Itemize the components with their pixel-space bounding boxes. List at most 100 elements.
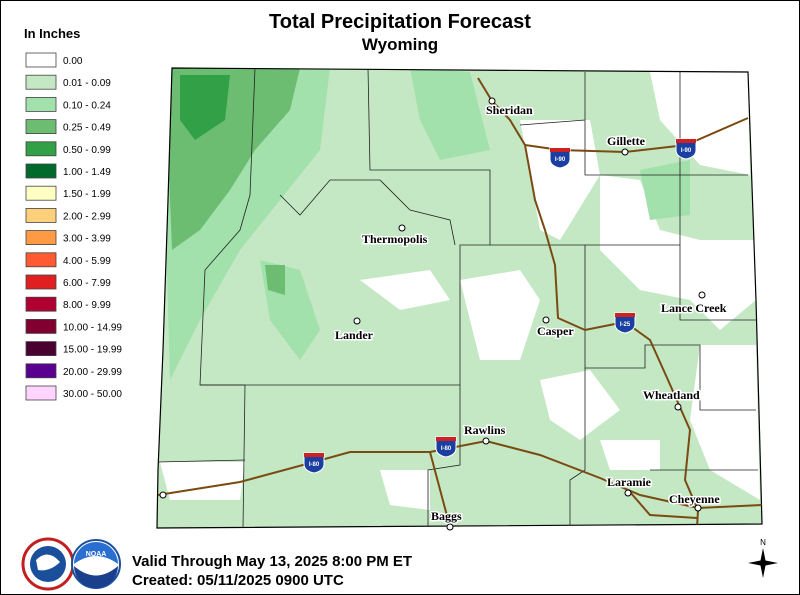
legend-label: 2.00 - 2.99	[63, 211, 111, 222]
precip-area	[540, 370, 620, 440]
legend-label: 0.00	[63, 56, 83, 67]
legend-swatch	[25, 385, 57, 401]
city-dot	[694, 504, 702, 512]
shield-label: I-80	[309, 462, 320, 468]
interstate-shield: I-90	[549, 147, 571, 169]
compass: N	[748, 538, 778, 578]
legend-swatch	[25, 185, 57, 201]
legend-label: 20.00 - 29.99	[63, 367, 122, 378]
interstate-shield: I-80	[435, 436, 457, 458]
legend-swatch	[25, 163, 57, 179]
precip-area	[265, 265, 285, 295]
legend-label: 0.25 - 0.49	[63, 123, 111, 134]
city-label: Gillette	[607, 134, 646, 148]
legend-swatch	[25, 230, 57, 246]
valid-time: Valid Through May 13, 2025 8:00 PM ET	[132, 553, 412, 570]
legend-swatch	[25, 341, 57, 357]
shield-shape	[303, 452, 325, 474]
city-dot	[482, 437, 490, 445]
shield-top	[304, 453, 324, 457]
legend-swatch	[25, 97, 57, 112]
city-label: Baggs	[431, 509, 462, 523]
noaa-logo: NOAA	[71, 539, 121, 589]
legend-swatch	[25, 252, 57, 268]
legend-swatch	[25, 119, 57, 134]
precip-area	[180, 75, 230, 140]
legend-swatch	[25, 74, 57, 90]
legend-label: 6.00 - 7.99	[63, 278, 111, 289]
precip-area	[600, 175, 756, 330]
shield-top	[436, 437, 456, 441]
precip-area	[460, 270, 540, 360]
precip-area	[380, 470, 430, 510]
city-label: Rawlins	[464, 423, 506, 437]
title: Total Precipitation Forecast	[269, 11, 531, 33]
city-label: Laramie	[607, 475, 652, 489]
city-dot	[698, 291, 706, 299]
legend-swatch	[25, 296, 57, 312]
city-label: Sheridan	[486, 103, 533, 117]
interstate-shield: I-90	[675, 138, 697, 160]
legend-swatch	[25, 318, 57, 334]
shield-label: I-25	[620, 322, 631, 328]
city-label: Cheyenne	[669, 492, 720, 506]
legend-label: 1.50 - 1.99	[63, 189, 111, 200]
shield-shape	[675, 138, 697, 160]
city-label: Thermopolis	[362, 232, 428, 246]
shield-label: I-90	[681, 148, 692, 154]
shield-shape	[549, 147, 571, 169]
counties	[157, 68, 758, 528]
precip-area	[410, 68, 490, 160]
precip-area	[255, 80, 290, 115]
nws-logo	[21, 537, 75, 591]
created-time: Created: 05/11/2025 0900 UTC	[132, 572, 344, 589]
legend-label: 30.00 - 50.00	[63, 389, 122, 400]
interstate-shield: I-80	[303, 452, 325, 474]
precip-area	[160, 462, 245, 500]
shield-shape	[435, 436, 457, 458]
legend-label: 8.00 - 9.99	[63, 300, 111, 311]
places: Sheridan Gillette Thermopolis Lander Casper L…	[303, 97, 728, 531]
legend-title: In Inches	[24, 26, 80, 41]
city-label: Casper	[537, 324, 574, 338]
subtitle: Wyoming	[362, 35, 438, 54]
shield-label: I-90	[555, 157, 566, 163]
city-dot	[542, 316, 550, 324]
interstate-shield: I-25	[614, 312, 636, 334]
city-label: Lander	[335, 328, 374, 342]
legend: 0.00 0.01 - 0.09 0.10 - 0.24 0.25 - 0.49 0.5…	[25, 52, 122, 401]
legend-swatch	[25, 363, 57, 379]
precip-area	[360, 270, 450, 310]
city-dot	[624, 489, 632, 497]
legend-swatch	[25, 274, 57, 290]
city-dot	[488, 97, 496, 105]
legend-label: 1.00 - 1.49	[63, 167, 111, 178]
state-border	[156, 67, 763, 529]
legend-label: 15.00 - 19.99	[63, 345, 122, 356]
precip-area	[650, 72, 750, 175]
legend-label: 10.00 - 14.99	[63, 322, 122, 333]
legend-label: 0.01 - 0.09	[63, 78, 111, 89]
compass-n: N	[760, 538, 766, 547]
city-dot	[674, 403, 682, 411]
precip-area	[600, 440, 660, 470]
precip-area	[690, 345, 760, 500]
legend-label: 4.00 - 5.99	[63, 256, 111, 267]
city-dot	[159, 491, 167, 499]
city-dot	[398, 224, 406, 232]
city-dot	[353, 317, 361, 325]
legend-label: 3.00 - 3.99	[63, 234, 111, 245]
shield-top	[676, 139, 696, 143]
precip-map	[157, 68, 762, 528]
shield-shape	[614, 312, 636, 334]
legend-label: 0.10 - 0.24	[63, 100, 111, 111]
legend-swatch	[25, 52, 57, 68]
city-dot	[446, 523, 454, 531]
city-label: Lance Creek	[661, 301, 727, 315]
legend-swatch	[25, 141, 57, 157]
legend-swatch	[25, 207, 57, 223]
noaa-text: NOAA	[86, 551, 107, 558]
shield-label: I-80	[441, 446, 452, 452]
city-label: Wheatland	[643, 388, 700, 402]
